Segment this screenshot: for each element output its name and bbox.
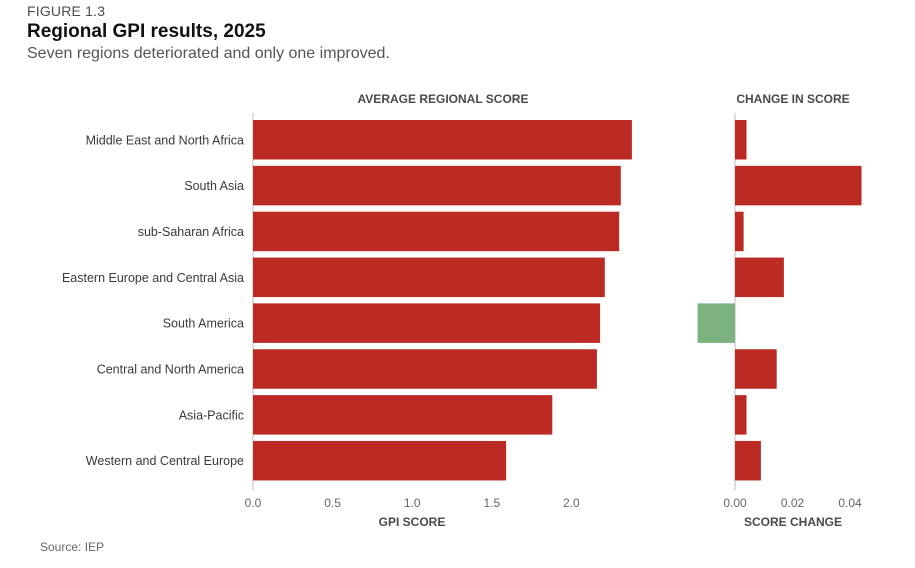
- score-bar: [253, 395, 553, 435]
- region-label: South Asia: [184, 179, 244, 193]
- change-tick-label: 0.02: [781, 496, 805, 510]
- change-bar: [735, 257, 784, 298]
- score-bar: [253, 211, 620, 252]
- change-tick-label: 0.00: [723, 496, 747, 510]
- region-label: South America: [163, 317, 244, 331]
- source-note: Source: IEP: [40, 540, 105, 554]
- region-label: Central and North America: [97, 363, 244, 377]
- region-label: Middle East and North Africa: [86, 133, 244, 147]
- score-tick-label: 1.5: [483, 496, 500, 510]
- change-bar: [735, 211, 744, 252]
- score-bar: [253, 165, 621, 206]
- region-label: Asia-Pacific: [179, 408, 244, 422]
- change-panel-title: CHANGE IN SCORE: [736, 92, 849, 106]
- score-tick-label: 2.0: [563, 496, 580, 510]
- score-bar: [253, 303, 601, 343]
- score-tick-label: 1.0: [404, 496, 421, 510]
- change-bar: [735, 395, 747, 435]
- change-axis-title: SCORE CHANGE: [744, 515, 842, 529]
- chart-subtitle: Seven regions deteriorated and only one …: [27, 45, 390, 62]
- region-label: Western and Central Europe: [86, 454, 244, 468]
- score-bar: [253, 257, 605, 298]
- region-label: Eastern Europe and Central Asia: [62, 271, 244, 285]
- score-tick-label: 0.5: [324, 496, 341, 510]
- score-axis-title: GPI SCORE: [379, 515, 446, 529]
- figure-label: FIGURE 1.3: [27, 3, 106, 19]
- score-bar: [253, 440, 507, 481]
- score-bar: [253, 349, 597, 389]
- region-label: sub-Saharan Africa: [138, 225, 244, 239]
- score-bar: [253, 120, 632, 160]
- change-bar: [735, 440, 761, 481]
- change-bar: [735, 349, 777, 389]
- score-panel-title: AVERAGE REGIONAL SCORE: [358, 92, 529, 106]
- change-bar: [697, 303, 735, 343]
- chart-title: Regional GPI results, 2025: [27, 21, 266, 42]
- score-tick-label: 0.0: [245, 496, 262, 510]
- change-bar: [735, 120, 747, 160]
- change-bar: [735, 165, 862, 206]
- change-tick-label: 0.04: [838, 496, 862, 510]
